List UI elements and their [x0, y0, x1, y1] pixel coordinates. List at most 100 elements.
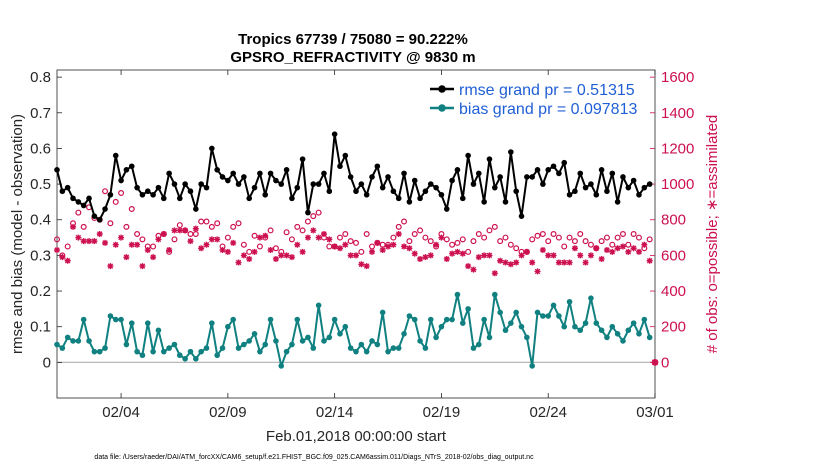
obs-assimilated-point	[171, 227, 178, 234]
bias-point	[433, 334, 439, 341]
obs-possible-point	[561, 243, 568, 250]
obs-assimilated-point	[369, 248, 376, 255]
rmse-point	[123, 167, 130, 173]
bias-point	[417, 338, 423, 344]
obs-assimilated-point	[390, 241, 397, 248]
obs-assimilated-point	[272, 255, 279, 262]
rmse-point	[198, 181, 204, 187]
obs-possible-point	[502, 234, 509, 241]
obs-possible-point	[427, 238, 434, 245]
obs-possible-point	[534, 232, 541, 239]
obs-possible-point	[609, 241, 616, 248]
obs-possible-point	[118, 190, 125, 197]
obs-possible-point	[53, 236, 60, 243]
rmse-point	[470, 181, 477, 187]
obs-assimilated-point	[550, 252, 557, 259]
obs-possible-point	[240, 241, 247, 248]
rmse-point	[299, 156, 306, 162]
rmse-point	[118, 177, 124, 184]
obs-possible-point	[486, 227, 493, 234]
obs-possible-point	[139, 236, 146, 243]
rmse-point	[566, 191, 573, 198]
y-left-tick-label: 0.1	[30, 319, 51, 336]
obs-assimilated-point	[70, 223, 77, 230]
bias-point	[155, 327, 162, 334]
obs-possible-point	[459, 236, 466, 243]
obs-assimilated-point	[59, 254, 66, 261]
rmse-point	[59, 188, 66, 195]
rmse-point	[550, 163, 557, 170]
rmse-point	[502, 199, 509, 205]
y-right-tick-label: 1200	[661, 140, 694, 157]
bias-point	[70, 338, 76, 344]
y-right-tick-label: 400	[661, 283, 686, 300]
bias-point	[566, 298, 573, 305]
bias-point	[513, 309, 519, 316]
rmse-point	[513, 188, 519, 195]
rmse-point	[625, 184, 632, 191]
bias-point	[225, 323, 231, 330]
obs-assimilated-point	[609, 248, 616, 255]
obs-assimilated-point	[336, 245, 343, 252]
obs-possible-point	[299, 227, 306, 234]
x-tick-label: 02/09	[209, 404, 247, 421]
obs-possible-point	[646, 236, 653, 243]
bias-point	[299, 338, 306, 344]
obs-assimilated-point	[219, 247, 226, 254]
obs-assimilated-point	[326, 236, 333, 243]
bias-point	[379, 309, 386, 316]
bias-point	[128, 320, 135, 326]
obs-possible-point	[128, 206, 135, 213]
rmse-point	[390, 188, 397, 195]
bias-point	[561, 323, 568, 330]
obs-assimilated-point	[123, 254, 130, 261]
obs-possible-point	[614, 234, 621, 241]
rmse-point	[620, 174, 626, 180]
rmse-point	[486, 156, 493, 162]
bias-point	[486, 334, 493, 341]
bias-point	[497, 309, 503, 316]
obs-possible-point	[347, 238, 354, 245]
bias-point	[321, 338, 327, 344]
y-left-tick-label: 0.4	[30, 212, 51, 229]
obs-assimilated-point	[256, 234, 263, 241]
rmse-point	[438, 191, 445, 198]
y-axis-left-label: rmse and bias (model - observation)	[9, 114, 26, 354]
obs-possible-point	[411, 231, 418, 238]
rmse-point	[443, 206, 450, 212]
y-left-tick-label: 0.8	[30, 69, 51, 86]
bias-point	[353, 348, 359, 355]
bias-point	[459, 320, 466, 326]
rmse-point	[102, 206, 108, 212]
rmse-point	[630, 177, 637, 184]
obs-assimilated-point	[635, 248, 642, 255]
obs-assimilated-point	[176, 227, 183, 234]
rmse-point	[401, 170, 407, 177]
rmse-point	[385, 174, 391, 180]
rmse-point	[476, 170, 482, 177]
bias-point	[267, 316, 274, 323]
obs-assimilated-point	[646, 257, 653, 264]
y-right-tick-label: 800	[661, 212, 686, 229]
rmse-point	[289, 195, 295, 202]
rmse-point	[75, 199, 82, 205]
bias-point	[294, 316, 301, 323]
obs-possible-point	[390, 234, 397, 241]
bias-point	[492, 291, 498, 298]
bias-point	[582, 320, 589, 326]
rmse-point	[641, 184, 648, 191]
rmse-point	[556, 170, 562, 177]
rmse-point	[310, 181, 317, 187]
bias-point	[160, 348, 167, 355]
obs-possible-point	[401, 218, 408, 225]
obs-assimilated-point	[529, 259, 536, 266]
obs-assimilated-point	[208, 236, 215, 243]
chart-title-line1: Tropics 67739 / 75080 = 90.222%	[238, 31, 468, 48]
rmse-point	[561, 159, 568, 166]
obs-assimilated-point	[374, 239, 381, 246]
obs-possible-point	[550, 231, 557, 238]
obs-assimilated-point	[278, 252, 285, 259]
data-file-footnote: data file: /Users/raeder/DAI/ATM_forcXX/…	[94, 454, 534, 461]
bias-point	[139, 352, 146, 359]
obs-assimilated-point	[534, 268, 541, 275]
